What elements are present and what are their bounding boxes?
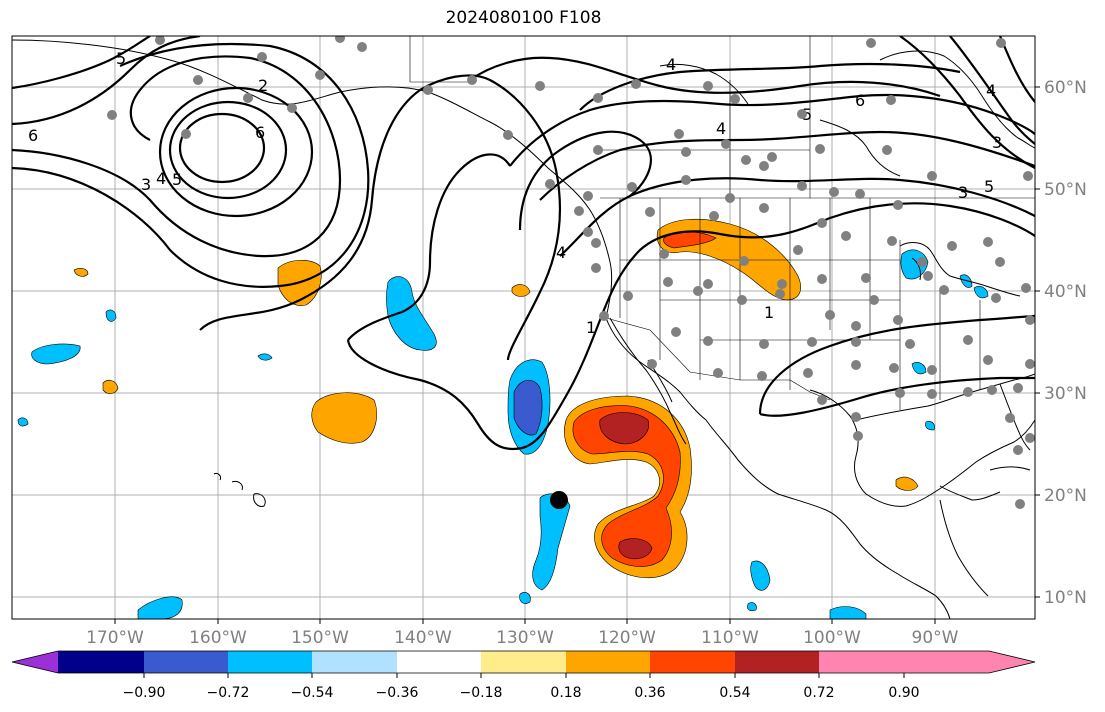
lon-label: 150°W bbox=[291, 628, 349, 648]
axis-ticks bbox=[114, 86, 1040, 624]
colorbar-tick-label: −0.18 bbox=[460, 685, 503, 701]
colorbar-segment bbox=[58, 651, 144, 673]
political-borders bbox=[409, 36, 1035, 410]
lon-label: 120°W bbox=[598, 628, 656, 648]
contour-label: 1 bbox=[764, 303, 774, 322]
colorbar: −0.90 −0.72 −0.54 −0.36 −0.18 0.18 0.36 … bbox=[11, 650, 1036, 701]
colorbar-tick-label: 0.18 bbox=[550, 685, 581, 701]
colorbar-segment bbox=[819, 651, 904, 673]
contour-label: 5 bbox=[984, 177, 994, 196]
lon-label: 130°W bbox=[496, 628, 554, 648]
colorbar-segment bbox=[650, 651, 735, 673]
lon-label: 170°W bbox=[86, 628, 144, 648]
contour-label: 4 bbox=[556, 243, 566, 262]
lat-label: 10°N bbox=[1044, 588, 1087, 608]
colorbar-tick-label: −0.54 bbox=[291, 685, 334, 701]
contour-label: 4 bbox=[666, 55, 676, 74]
colorbar-extend-max bbox=[904, 651, 1035, 673]
shaded-anomalies bbox=[17, 218, 989, 619]
latitude-labels: 60°N 50°N 40°N 30°N 20°N 10°N bbox=[1044, 78, 1087, 608]
contour-label: 5 bbox=[172, 170, 182, 189]
map-background bbox=[12, 36, 1035, 619]
lon-label: 140°W bbox=[394, 628, 452, 648]
colorbar-segment bbox=[397, 651, 481, 673]
storm-center-marker bbox=[550, 491, 568, 509]
contour-label: 6 bbox=[255, 123, 265, 142]
contour-label: 4 bbox=[156, 169, 166, 188]
lat-label: 20°N bbox=[1044, 486, 1087, 506]
colorbar-tick-label: −0.90 bbox=[123, 685, 166, 701]
lon-label: 100°W bbox=[803, 628, 861, 648]
colorbar-tick-label: 0.36 bbox=[634, 685, 665, 701]
colorbar-segment bbox=[144, 651, 228, 673]
colorbar-tick-label: 0.90 bbox=[888, 685, 919, 701]
contour-label: 4 bbox=[986, 81, 996, 100]
contour-label: 5 bbox=[802, 105, 812, 124]
map-frame bbox=[11, 35, 1036, 620]
map-title: 2024080100 F108 bbox=[445, 8, 602, 28]
colorbar-tick-label: −0.72 bbox=[207, 685, 250, 701]
colorbar-segment bbox=[735, 651, 819, 673]
lon-label: 110°W bbox=[701, 628, 759, 648]
colorbar-segment bbox=[566, 651, 650, 673]
colorbar-tick-label: −0.36 bbox=[376, 685, 419, 701]
colorbar-tick-label: 0.54 bbox=[719, 685, 750, 701]
contour-label: 5 bbox=[116, 49, 126, 68]
lat-label: 50°N bbox=[1044, 180, 1087, 200]
colorbar-segment bbox=[228, 651, 312, 673]
contour-label: 3 bbox=[992, 133, 1002, 152]
colorbar-tick-label: 0.72 bbox=[803, 685, 834, 701]
colorbar-segment bbox=[481, 651, 566, 673]
lat-label: 40°N bbox=[1044, 282, 1087, 302]
longitude-labels: 170°W 160°W 150°W 140°W 130°W 120°W 110°… bbox=[86, 628, 959, 648]
lon-label: 90°W bbox=[912, 628, 959, 648]
contour-label: 3 bbox=[958, 183, 968, 202]
colorbar-segment bbox=[312, 651, 397, 673]
contour-label: 6 bbox=[855, 91, 865, 110]
contour-label: 4 bbox=[716, 119, 726, 138]
contour-label: 6 bbox=[28, 126, 38, 145]
contour-label: 2 bbox=[258, 76, 268, 95]
lon-label: 160°W bbox=[189, 628, 247, 648]
contour-labels: 6 5 2 6 4 3 5 1 4 6 4 3 5 3 5 4 4 1 bbox=[28, 49, 1002, 337]
lat-label: 60°N bbox=[1044, 78, 1087, 98]
colorbar-extend-min bbox=[12, 651, 58, 673]
contour-label: 3 bbox=[141, 175, 151, 194]
lat-label: 30°N bbox=[1044, 384, 1087, 404]
station-markers bbox=[107, 36, 1035, 509]
contour-label: 1 bbox=[586, 318, 596, 337]
